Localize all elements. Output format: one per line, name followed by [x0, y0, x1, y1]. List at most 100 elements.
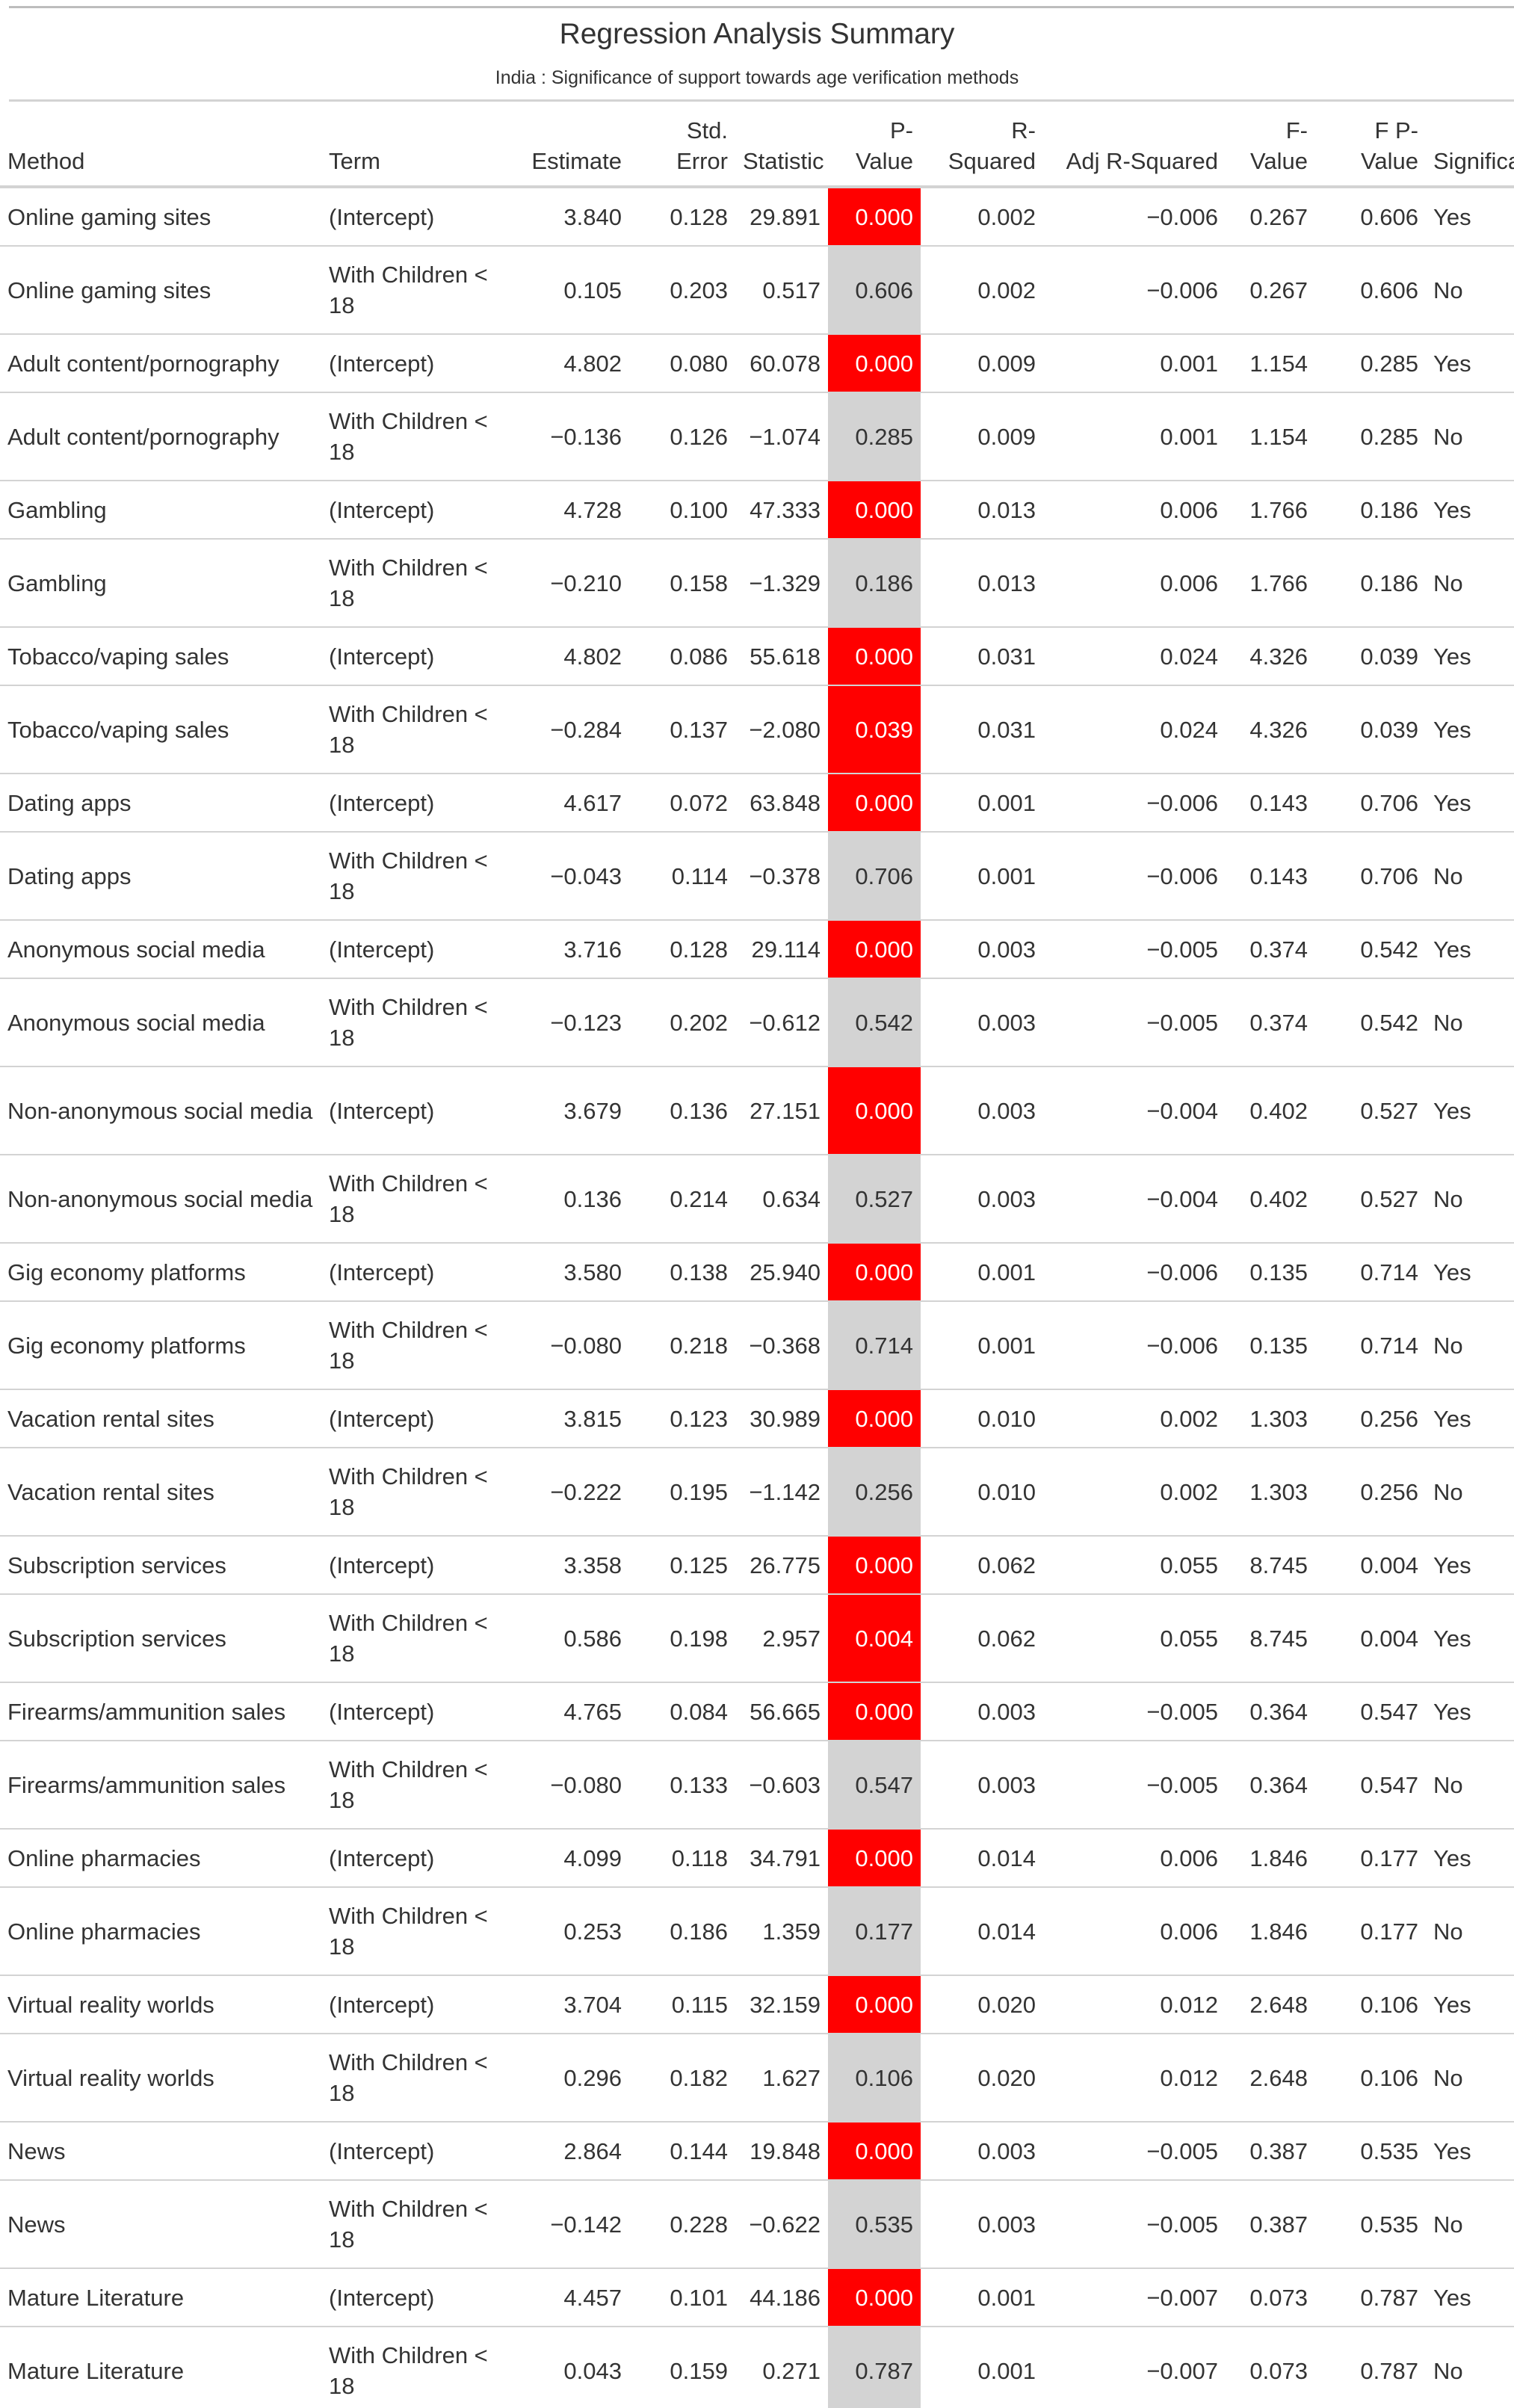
cell-p-value: 0.000	[828, 187, 921, 247]
cell-method: Anonymous social media	[0, 978, 321, 1067]
cell-f-p-value: 0.706	[1315, 832, 1426, 921]
subtitle-rule	[9, 99, 1514, 102]
cell-estimate: 0.253	[508, 1887, 629, 1976]
cell-statistic: 56.665	[735, 1682, 828, 1741]
cell-p-value: 0.039	[828, 685, 921, 774]
cell-f-value: 2.648	[1226, 1975, 1315, 2034]
cell-r-squared: 0.062	[921, 1594, 1043, 1683]
cell-f-value: 0.143	[1226, 774, 1315, 833]
cell-statistic: 47.333	[735, 481, 828, 540]
cell-term: (Intercept)	[321, 1389, 508, 1448]
cell-significant: Yes	[1426, 2122, 1514, 2181]
cell-significant: Yes	[1426, 1389, 1514, 1448]
cell-f-p-value: 0.256	[1315, 1389, 1426, 1448]
table-row: Online gaming sites With Children < 18 0.1…	[0, 246, 1514, 335]
cell-p-value: 0.606	[828, 246, 921, 335]
cell-term: (Intercept)	[321, 1829, 508, 1888]
cell-r-squared: 0.031	[921, 685, 1043, 774]
table-row: Vacation rental sites (Intercept) 3.815 0.1…	[0, 1389, 1514, 1448]
cell-f-p-value: 0.714	[1315, 1243, 1426, 1302]
cell-p-value: 0.000	[828, 1389, 921, 1448]
cell-p-value: 0.000	[828, 334, 921, 393]
cell-estimate: −0.222	[508, 1448, 629, 1537]
cell-term: With Children < 18	[321, 1448, 508, 1537]
cell-r-squared: 0.009	[921, 392, 1043, 481]
cell-r-squared: 0.010	[921, 1448, 1043, 1537]
cell-statistic: 0.634	[735, 1155, 828, 1244]
cell-significant: Yes	[1426, 481, 1514, 540]
cell-r-squared: 0.014	[921, 1887, 1043, 1976]
table-row: News With Children < 18 −0.142 0.228 −0.622 0…	[0, 2180, 1514, 2269]
cell-estimate: −0.080	[508, 1741, 629, 1830]
cell-adj-r-squared: 0.006	[1043, 1887, 1226, 1976]
cell-f-value: 0.402	[1226, 1155, 1315, 1244]
cell-method: Online gaming sites	[0, 187, 321, 247]
cell-significant: Yes	[1426, 1682, 1514, 1741]
cell-f-value: 1.846	[1226, 1829, 1315, 1888]
cell-r-squared: 0.003	[921, 920, 1043, 979]
cell-f-value: 0.135	[1226, 1243, 1315, 1302]
table-row: Gambling (Intercept) 4.728 0.100 47.333 0.000…	[0, 481, 1514, 540]
cell-significant: No	[1426, 2180, 1514, 2269]
cell-method: Non-anonymous social media	[0, 1066, 321, 1155]
cell-significant: No	[1426, 539, 1514, 628]
cell-std-error: 0.080	[629, 334, 735, 393]
cell-adj-r-squared: 0.001	[1043, 392, 1226, 481]
cell-std-error: 0.100	[629, 481, 735, 540]
table-row: Virtual reality worlds With Children < 18…	[0, 2034, 1514, 2123]
cell-adj-r-squared: 0.001	[1043, 334, 1226, 393]
cell-p-value: 0.000	[828, 774, 921, 833]
cell-p-value: 0.787	[828, 2327, 921, 2408]
cell-estimate: 4.728	[508, 481, 629, 540]
cell-f-p-value: 0.186	[1315, 539, 1426, 628]
cell-p-value: 0.527	[828, 1155, 921, 1244]
cell-method: Virtual reality worlds	[0, 1975, 321, 2034]
cell-f-value: 1.154	[1226, 334, 1315, 393]
cell-method: News	[0, 2122, 321, 2181]
cell-f-p-value: 0.535	[1315, 2122, 1426, 2181]
cell-std-error: 0.195	[629, 1448, 735, 1537]
cell-f-value: 0.143	[1226, 832, 1315, 921]
cell-method: Online pharmacies	[0, 1829, 321, 1888]
cell-f-p-value: 0.177	[1315, 1829, 1426, 1888]
cell-f-value: 0.374	[1226, 920, 1315, 979]
cell-term: (Intercept)	[321, 481, 508, 540]
cell-r-squared: 0.010	[921, 1389, 1043, 1448]
cell-std-error: 0.203	[629, 246, 735, 335]
cell-term: (Intercept)	[321, 1536, 508, 1595]
cell-p-value: 0.177	[828, 1887, 921, 1976]
cell-p-value: 0.000	[828, 627, 921, 686]
cell-std-error: 0.128	[629, 187, 735, 247]
cell-p-value: 0.000	[828, 1066, 921, 1155]
cell-f-p-value: 0.606	[1315, 246, 1426, 335]
cell-f-value: 1.154	[1226, 392, 1315, 481]
cell-p-value: 0.004	[828, 1594, 921, 1683]
cell-adj-r-squared: −0.006	[1043, 187, 1226, 247]
cell-r-squared: 0.003	[921, 1741, 1043, 1830]
cell-adj-r-squared: 0.006	[1043, 481, 1226, 540]
table-row: Adult content/pornography (Intercept) 4.80…	[0, 334, 1514, 393]
cell-term: (Intercept)	[321, 187, 508, 247]
cell-significant: Yes	[1426, 2268, 1514, 2327]
cell-estimate: 3.580	[508, 1243, 629, 1302]
cell-std-error: 0.138	[629, 1243, 735, 1302]
cell-estimate: 4.617	[508, 774, 629, 833]
cell-method: Adult content/pornography	[0, 334, 321, 393]
cell-term: (Intercept)	[321, 774, 508, 833]
cell-method: Dating apps	[0, 774, 321, 833]
cell-significant: Yes	[1426, 1829, 1514, 1888]
table-row: Online pharmacies With Children < 18 0.253…	[0, 1887, 1514, 1976]
cell-estimate: −0.136	[508, 392, 629, 481]
cell-significant: Yes	[1426, 1066, 1514, 1155]
cell-estimate: 3.815	[508, 1389, 629, 1448]
cell-significant: Yes	[1426, 1594, 1514, 1683]
cell-statistic: −0.612	[735, 978, 828, 1067]
cell-significant: No	[1426, 1448, 1514, 1537]
cell-f-value: 0.364	[1226, 1682, 1315, 1741]
cell-adj-r-squared: 0.006	[1043, 1829, 1226, 1888]
cell-adj-r-squared: −0.007	[1043, 2327, 1226, 2408]
cell-significant: Yes	[1426, 920, 1514, 979]
cell-statistic: 34.791	[735, 1829, 828, 1888]
cell-f-value: 8.745	[1226, 1536, 1315, 1595]
cell-r-squared: 0.001	[921, 774, 1043, 833]
